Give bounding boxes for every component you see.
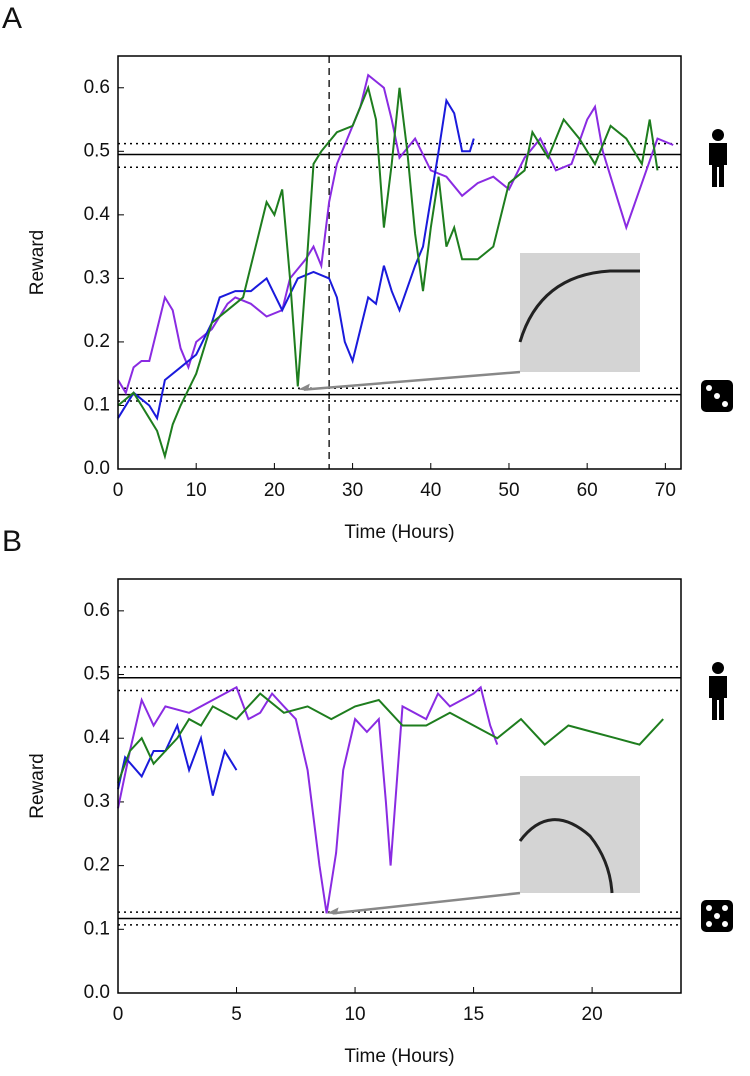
x-axis-label: Time (Hours) — [344, 522, 454, 543]
arrow-head — [297, 383, 310, 391]
series-line — [117, 97, 475, 421]
x-tick-label: 40 — [420, 480, 441, 501]
arrow-head — [326, 907, 339, 915]
y-axis-label: Reward — [27, 753, 48, 818]
x-axis-label: Time (Hours) — [344, 1046, 454, 1067]
inset-image — [518, 253, 640, 372]
inset-image — [518, 776, 640, 894]
y-tick-label: 0.6 — [84, 600, 110, 621]
y-tick-label: 0.4 — [84, 727, 111, 748]
y-tick-label: 0.2 — [84, 331, 110, 352]
x-tick-label: 50 — [498, 480, 519, 501]
annotation-arrow — [303, 370, 521, 391]
x-tick-label: 5 — [231, 1004, 242, 1025]
x-tick-label: 20 — [264, 480, 285, 501]
annotation-arrow — [332, 891, 521, 915]
icon-human — [709, 129, 727, 720]
series-line — [117, 692, 664, 784]
x-tick-label: 60 — [577, 480, 598, 501]
x-tick-label: 10 — [344, 1004, 365, 1025]
y-tick-label: 0.2 — [84, 855, 110, 876]
droplet — [518, 818, 614, 894]
y-tick-label: 0.6 — [84, 77, 110, 98]
x-tick-label: 70 — [655, 480, 676, 501]
panel-label: A — [2, 2, 22, 35]
series-line — [117, 685, 499, 914]
y-tick-label: 0.4 — [84, 204, 111, 225]
y-tick-label: 0.0 — [84, 458, 110, 479]
y-axis-label: Reward — [27, 230, 48, 295]
icon-dice — [701, 380, 733, 932]
y-tick-label: 0.1 — [84, 394, 110, 415]
series-line — [117, 722, 238, 796]
y-tick-label: 0.1 — [84, 918, 110, 939]
panel-label: B — [2, 525, 22, 558]
x-tick-label: 0 — [113, 1004, 124, 1025]
x-tick-label: 20 — [582, 1004, 603, 1025]
x-tick-label: 30 — [342, 480, 363, 501]
droplet — [518, 269, 640, 343]
inset-frame — [520, 776, 640, 893]
plot-frame — [117, 578, 682, 994]
x-tick-label: 10 — [186, 480, 207, 501]
inset-frame — [520, 253, 640, 372]
x-tick-label: 15 — [463, 1004, 484, 1025]
y-tick-label: 0.5 — [84, 140, 110, 161]
series-line — [117, 84, 659, 461]
plot-frame — [117, 55, 682, 470]
x-tick-label: 0 — [113, 480, 124, 501]
y-tick-label: 0.3 — [84, 267, 110, 288]
y-tick-label: 0.0 — [84, 982, 110, 1003]
y-tick-label: 0.5 — [84, 664, 110, 685]
y-tick-label: 0.3 — [84, 791, 110, 812]
